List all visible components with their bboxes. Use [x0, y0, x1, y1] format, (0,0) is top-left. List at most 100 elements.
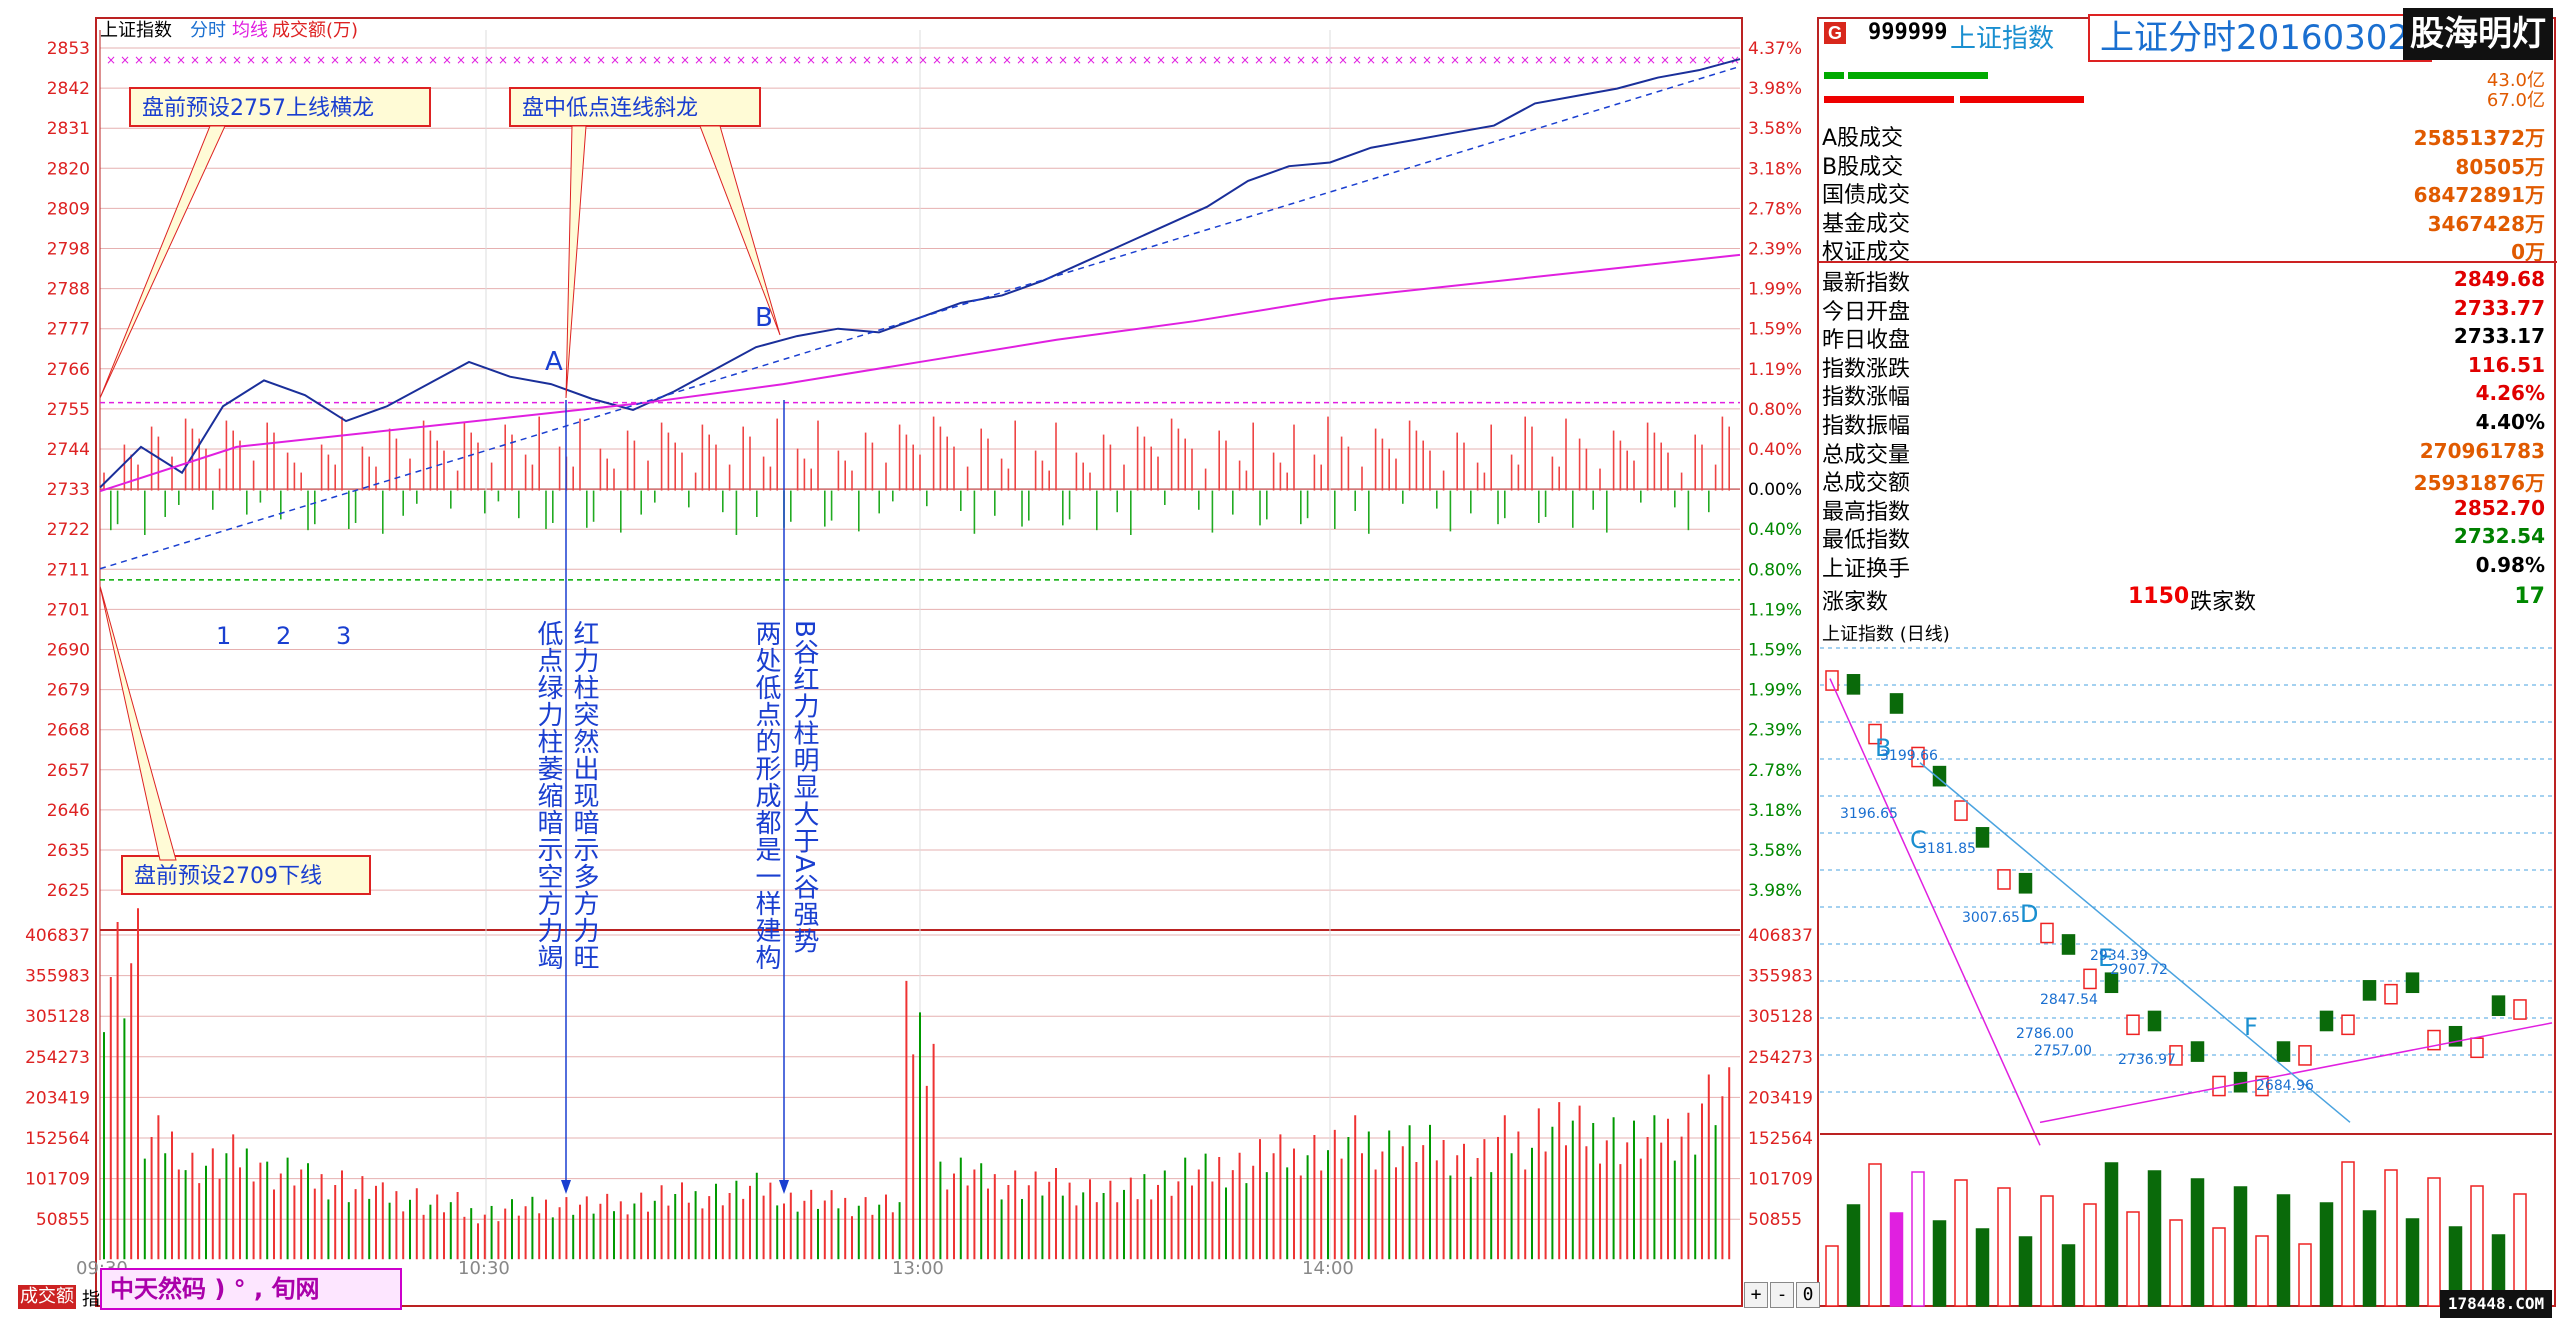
kline-label: 3199.66 — [1880, 748, 1938, 764]
vertical-annotation: 两处低点的形成都是一样建构 — [751, 620, 781, 971]
quote-value: 270961783 — [2419, 438, 2545, 463]
top-marker: × — [890, 53, 900, 67]
candle — [2018, 872, 2033, 894]
top-marker: × — [1254, 53, 1264, 67]
top-marker: × — [1422, 53, 1432, 67]
top-marker: × — [624, 53, 634, 67]
vol-tick-label-right: 50855 — [1748, 1210, 1802, 1230]
callout-text: 盘中低点连线斜龙 — [522, 96, 698, 121]
quote-label: B股成交 — [1822, 154, 1904, 180]
top-marker: × — [680, 53, 690, 67]
top-marker-row: × × × × × × × × × × × × × × × × × × × × × × × × × × × × × × × × × × × × × × × ×… — [106, 53, 1740, 67]
top-marker: × — [540, 53, 550, 67]
top-marker: × — [736, 53, 746, 67]
top-marker: × — [1128, 53, 1138, 67]
reset-button[interactable]: 0 — [1796, 1282, 1820, 1308]
candle — [2169, 1045, 2183, 1066]
header-tab-fenshi[interactable]: 分时 — [190, 20, 226, 41]
kline-volume-bar — [2018, 1236, 2033, 1307]
price-tick-label: 2853 — [47, 39, 90, 59]
price-tick-label: 2668 — [47, 721, 90, 741]
top-marker: × — [372, 53, 382, 67]
zoom-out-button[interactable]: - — [1770, 1282, 1794, 1308]
tab-index-footer[interactable]: 指 — [82, 1289, 100, 1310]
quote-row: B股成交 80505万 — [1818, 147, 2557, 180]
top-marker: × — [1548, 53, 1558, 67]
top-marker: × — [862, 53, 872, 67]
top-marker: × — [442, 53, 452, 67]
top-marker: × — [932, 53, 942, 67]
price-tick-label: 2798 — [47, 240, 90, 260]
top-marker: × — [792, 53, 802, 67]
pct-tick-label: 0.80% — [1748, 400, 1802, 420]
kline-label: D — [2020, 900, 2038, 928]
pct-tick-label: 1.59% — [1748, 320, 1802, 340]
kline-label: 3007.65 — [1962, 910, 2020, 926]
candle — [2513, 999, 2527, 1020]
kline-volume-bar — [1889, 1212, 1904, 1307]
green-bar-small — [1824, 72, 1844, 79]
kline-label: F — [2244, 1013, 2258, 1041]
kline-label: 2907.72 — [2110, 962, 2168, 978]
red-bar-2 — [1960, 96, 2084, 103]
top-marker: × — [974, 53, 984, 67]
callout-box — [509, 87, 761, 127]
kline-volume-bar — [1846, 1204, 1861, 1307]
arrow-head — [779, 1180, 789, 1194]
header-tab-avg[interactable]: 均线 — [232, 20, 268, 41]
price-tick-label: 2711 — [47, 560, 90, 580]
price-tick-label: 2733 — [47, 480, 90, 500]
quote-value: 2849.68 — [2453, 266, 2545, 291]
top-marker: × — [218, 53, 228, 67]
kline-volume-bar — [2427, 1177, 2441, 1307]
kline-volume-bar — [2341, 1161, 2355, 1307]
quote-row: 昨日收盘 2733.17 — [1818, 320, 2557, 353]
kline-volume-bar — [2276, 1194, 2291, 1307]
quote-row: 最低指数 2732.54 — [1818, 520, 2557, 553]
quote-row: 指数涨跌 116.51 — [1818, 349, 2557, 382]
watermark: 中天然码 ) ° , 旬网 — [100, 1268, 402, 1310]
dec-value: 17 — [2514, 584, 2545, 609]
quote-label: 今日开盘 — [1822, 299, 1911, 325]
tab-volume-footer[interactable]: 成交额 — [18, 1285, 76, 1309]
top-marker: × — [1618, 53, 1628, 67]
price-tick-label: 2842 — [47, 79, 90, 99]
candle — [1868, 723, 1882, 745]
top-marker: × — [176, 53, 186, 67]
top-marker: × — [456, 53, 466, 67]
candle — [2298, 1045, 2312, 1066]
vol-tick-label-right: 355983 — [1748, 967, 1813, 987]
vertical-annotation: 低点绿力柱萎缩暗示空方力竭 — [533, 620, 563, 971]
header-tab-volume[interactable]: 成交额(万) — [272, 20, 358, 41]
top-marker: × — [764, 53, 774, 67]
top-marker: × — [1016, 53, 1026, 67]
top-marker: × — [1520, 53, 1530, 67]
top-marker: × — [1002, 53, 1012, 67]
price-tick-label: 2625 — [47, 881, 90, 901]
time-tick-label: 14:00 — [1302, 1258, 1354, 1279]
top-marker: × — [638, 53, 648, 67]
pct-tick-label: 2.39% — [1748, 240, 1802, 260]
top-marker: × — [834, 53, 844, 67]
quote-label: 指数涨跌 — [1822, 356, 1911, 382]
top-marker: × — [1030, 53, 1040, 67]
kline-label: 3181.85 — [1918, 841, 1976, 857]
candle — [1846, 674, 1861, 695]
candle — [2083, 968, 2097, 990]
top-marker: × — [232, 53, 242, 67]
top-marker: × — [190, 53, 200, 67]
pct-tick-label: 2.78% — [1748, 199, 1802, 219]
callout-pointer — [99, 125, 226, 399]
top-marker: × — [1492, 53, 1502, 67]
stock-code: 999999 — [1868, 20, 1948, 45]
header-title: 上证指数 — [100, 20, 172, 41]
kline-label: 2757.00 — [2034, 1043, 2092, 1059]
pct-tick-label: 3.58% — [1748, 119, 1802, 139]
top-marker: × — [1352, 53, 1362, 67]
kline-trend — [1829, 678, 2041, 1146]
top-marker: × — [470, 53, 480, 67]
zoom-in-button[interactable]: + — [1744, 1282, 1768, 1308]
pct-tick-label: 0.40% — [1748, 520, 1802, 540]
